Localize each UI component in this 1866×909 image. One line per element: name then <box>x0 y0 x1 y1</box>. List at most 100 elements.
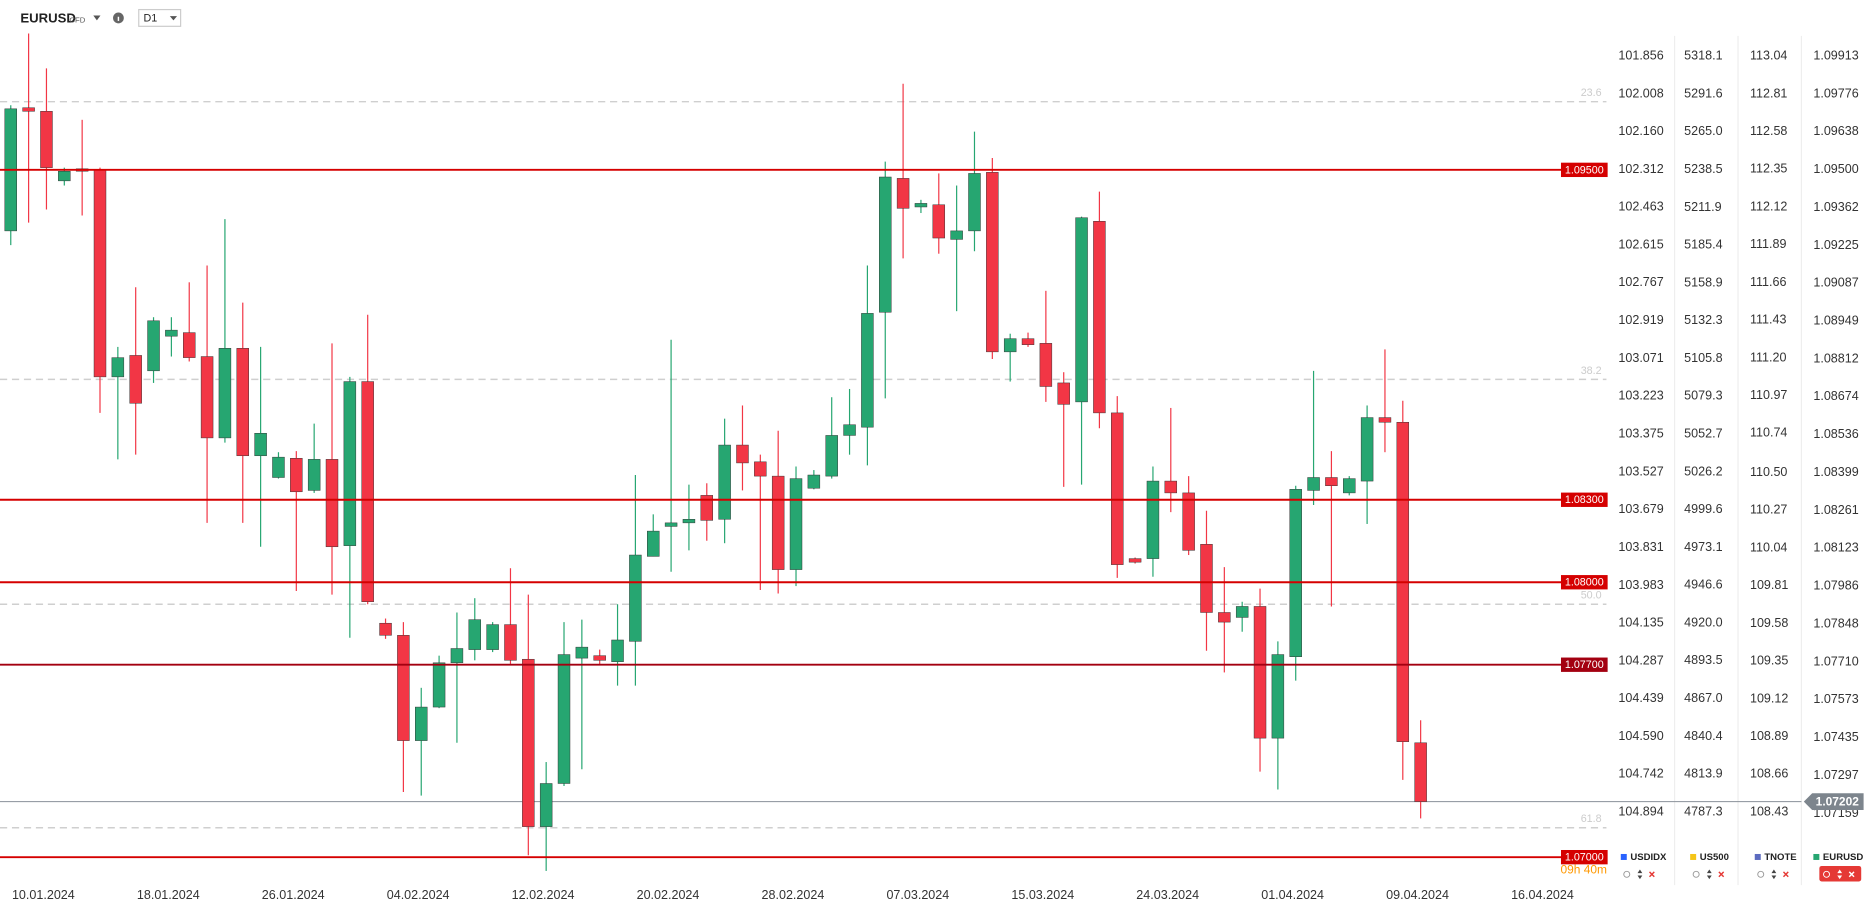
y-tick-label: 109.58 <box>1750 616 1788 630</box>
candle-body <box>700 495 714 521</box>
symbol-dropdown[interactable] <box>93 15 101 21</box>
visibility-icon[interactable] <box>1757 870 1765 878</box>
candle-body <box>771 475 785 570</box>
legend-label[interactable]: TNOTE <box>1764 852 1796 863</box>
candle-body <box>1057 382 1070 405</box>
order-icon[interactable] <box>1706 869 1712 880</box>
order-icon[interactable] <box>1771 869 1777 880</box>
y-tick-label: 111.89 <box>1750 237 1787 251</box>
y-tick-label: 1.07848 <box>1813 616 1858 630</box>
candle-body <box>1218 612 1231 623</box>
candle-body <box>272 456 285 478</box>
y-tick-label: 1.08812 <box>1813 351 1858 365</box>
y-tick-label: 101.856 <box>1618 48 1663 62</box>
remove-icon[interactable] <box>1718 871 1725 878</box>
candle-body <box>254 432 267 457</box>
x-tick-label: 10.01.2024 <box>12 888 75 902</box>
y-tick-label: 5026.2 <box>1684 464 1722 478</box>
y-tick-label: 102.463 <box>1618 200 1663 214</box>
y-tick-label: 104.590 <box>1618 729 1663 743</box>
y-tick-label: 4973.1 <box>1684 540 1722 554</box>
order-icon[interactable] <box>1637 869 1643 880</box>
y-tick-label: 1.07986 <box>1813 578 1858 592</box>
y-tick-label: 102.615 <box>1618 237 1663 251</box>
remove-icon[interactable] <box>1782 871 1789 878</box>
visibility-icon[interactable] <box>1823 870 1830 878</box>
legend-swatch <box>1690 853 1697 860</box>
eurusd-controls[interactable] <box>1819 865 1862 882</box>
legend-label[interactable]: USDIDX <box>1630 852 1667 863</box>
candle-body <box>1271 654 1285 739</box>
level-label: 1.07700 <box>1565 659 1604 671</box>
y-tick-label: 5079.3 <box>1684 389 1722 403</box>
candle-body <box>1289 489 1302 657</box>
fib-label: 38.2 <box>1581 365 1602 377</box>
y-tick-label: 103.375 <box>1618 426 1663 440</box>
interval-box[interactable] <box>138 8 182 27</box>
y-tick-label: 1.08674 <box>1813 389 1858 403</box>
candle-body <box>1003 338 1017 353</box>
legend-label[interactable]: EURUSD <box>1823 852 1863 863</box>
candle-body <box>1182 492 1195 551</box>
candle-body <box>165 329 178 337</box>
y-tick-label: 104.742 <box>1618 767 1663 781</box>
y-tick-label: 110.04 <box>1750 540 1787 554</box>
x-tick-label: 15.03.2024 <box>1011 888 1074 902</box>
level-label: 1.07000 <box>1565 852 1604 864</box>
countdown: 09h 40m <box>1560 862 1607 876</box>
candle-body <box>950 230 963 240</box>
y-tick-label: 110.74 <box>1750 426 1787 440</box>
instrument: CFD <box>69 15 85 24</box>
candle-body <box>486 624 499 650</box>
candle-body <box>968 173 981 232</box>
x-tick-label: 09.04.2024 <box>1386 888 1449 902</box>
remove-icon[interactable] <box>1648 871 1655 878</box>
y-tick-label: 111.43 <box>1750 313 1787 327</box>
header: EURUSD CFD D1 <box>20 8 182 27</box>
visibility-icon[interactable] <box>1692 870 1700 878</box>
remove-icon[interactable] <box>1848 871 1855 878</box>
level-tag <box>1560 657 1608 672</box>
candle-body <box>22 107 35 112</box>
symbol[interactable]: EURUSD <box>20 11 76 26</box>
candle-body <box>1253 606 1267 739</box>
y-tick-label: 1.08536 <box>1813 427 1858 441</box>
candle-body <box>879 176 892 313</box>
fib-label: 50.0 <box>1581 590 1602 602</box>
y-tick-label: 5158.9 <box>1684 275 1722 289</box>
candle-body <box>129 355 142 404</box>
y-tick-label: 102.767 <box>1618 275 1663 289</box>
x-tick-label: 26.01.2024 <box>262 888 325 902</box>
candle-body <box>1111 412 1124 565</box>
legend-label[interactable]: US500 <box>1700 852 1729 863</box>
visibility-icon[interactable] <box>1623 870 1631 878</box>
y-tick-label: 1.09087 <box>1813 276 1858 290</box>
y-tick-label: 104.439 <box>1618 691 1663 705</box>
candle-body <box>183 332 196 358</box>
order-icon[interactable] <box>1837 869 1843 880</box>
y-tick-label: 5238.5 <box>1684 162 1722 176</box>
y-tick-label: 109.12 <box>1750 691 1788 705</box>
candle-body <box>557 654 571 784</box>
interval-dropdown[interactable] <box>169 16 178 21</box>
level-tag <box>1560 849 1608 865</box>
y-tick-label: 5318.1 <box>1684 49 1722 63</box>
y-tick-label: 103.071 <box>1618 351 1663 365</box>
candle-body <box>468 619 481 650</box>
candle-body <box>932 204 946 239</box>
y-tick-label: 104.135 <box>1618 616 1663 630</box>
y-tick-label: 1.09225 <box>1813 238 1858 252</box>
y-tick-label: 1.09913 <box>1813 49 1858 63</box>
candle-body <box>379 622 392 636</box>
candle-body <box>1075 217 1088 403</box>
candle-body <box>789 478 803 570</box>
candle-body <box>1414 742 1427 802</box>
candle-body <box>1093 221 1106 414</box>
y-tick-label: 1.07710 <box>1813 654 1858 668</box>
legend-swatch <box>1754 853 1761 860</box>
y-tick-label: 5265.0 <box>1684 124 1722 138</box>
y-tick-label: 102.312 <box>1618 162 1663 176</box>
y-tick-label: 1.07297 <box>1813 768 1858 782</box>
x-tick-label: 07.03.2024 <box>886 888 949 902</box>
y-tick-label: 1.08949 <box>1813 314 1858 328</box>
